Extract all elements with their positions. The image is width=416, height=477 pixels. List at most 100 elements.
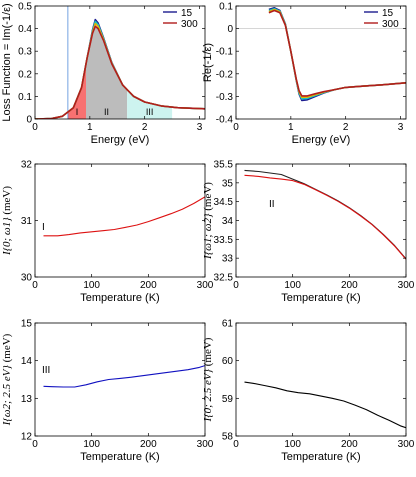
- series-line-1: [244, 169, 406, 260]
- y-tick-label: -0.4: [216, 115, 234, 126]
- y-tick-label: 58: [222, 432, 234, 443]
- panel-annotation: I: [42, 222, 45, 233]
- plot-frame: [235, 322, 407, 437]
- x-tick-label: 100: [284, 280, 301, 291]
- plot-frame: [34, 322, 206, 437]
- x-axis-label: Energy (eV): [292, 134, 351, 146]
- plot-frame: [235, 5, 407, 120]
- chart-p2: 0 100 200 300 32.5 33 33.5 34 34.5 35 35.5 Temperat…: [202, 160, 415, 305]
- legend-label: 15: [181, 8, 193, 19]
- y-tick-label: 33: [222, 254, 234, 265]
- y-tick-label: 31: [21, 216, 33, 227]
- x-axis-label: Temperature (K): [281, 451, 360, 463]
- region-label: III: [146, 107, 154, 117]
- region-3: [127, 89, 173, 119]
- plot-frame: [34, 5, 206, 120]
- y-tick-label: 34.5: [214, 197, 234, 208]
- y-tick-label: 33.5: [214, 235, 234, 246]
- series-line-1: [43, 365, 205, 388]
- chart-p1: 0 100 200 300 30 31 32 Temperature (K) I{0; ω1} …: [1, 160, 214, 305]
- y-tick-label: 12: [21, 432, 33, 443]
- y-axis-unit: (meV): [202, 182, 214, 214]
- y-tick-label: 32.5: [214, 273, 234, 284]
- y-tick-label: 35: [222, 178, 234, 189]
- y-axis-unit: (meV): [1, 186, 13, 218]
- series-line-4: [35, 25, 205, 119]
- y-tick-label: 0: [227, 24, 233, 35]
- x-tick-label: 100: [284, 439, 301, 450]
- y-tick-label: -0.3: [216, 92, 234, 103]
- x-tick-label: 200: [341, 280, 358, 291]
- y-tick-label: 13: [21, 394, 33, 405]
- x-tick-label: 0: [32, 439, 38, 450]
- x-tick-label: 300: [398, 280, 415, 291]
- y-axis-label: I{0; 2.5 eV} (meV): [202, 337, 214, 422]
- chart-re: 0 1 2 3 -0.4 -0.3 -0.2 -0.1 0 0.1 Energy (eV) Re(-1…: [202, 2, 407, 146]
- series-line-4: [268, 9, 406, 97]
- y-tick-label: 35.5: [214, 160, 234, 171]
- legend-label: 15: [382, 8, 394, 19]
- x-tick-label: 3: [398, 122, 404, 133]
- region-label: II: [104, 107, 109, 117]
- x-tick-label: 2: [343, 122, 349, 133]
- x-axis-label: Temperature (K): [80, 292, 159, 304]
- y-axis-label: Loss Function = Im(-1/ε): [1, 3, 13, 121]
- x-tick-label: 200: [140, 280, 157, 291]
- y-tick-label: 15: [21, 319, 33, 330]
- y-axis-label: I{0; ω1} (meV): [1, 186, 13, 256]
- plot-frame: [34, 163, 206, 278]
- x-tick-label: 100: [83, 439, 100, 450]
- x-axis-label: Temperature (K): [281, 292, 360, 304]
- y-tick-label: 0.3: [18, 47, 32, 58]
- plot-frame: [235, 163, 407, 278]
- region-label: I: [76, 107, 79, 117]
- y-tick-label: 30: [21, 273, 33, 284]
- y-tick-label: 0: [26, 115, 32, 126]
- x-tick-label: 0: [32, 280, 38, 291]
- x-tick-label: 0: [233, 122, 239, 133]
- region-2: [86, 27, 128, 119]
- legend-label: 300: [181, 19, 198, 30]
- y-tick-label: 61: [222, 319, 234, 330]
- y-tick-label: 60: [222, 356, 234, 367]
- x-tick-label: 100: [83, 280, 100, 291]
- chart-p3: 0 100 200 300 12 13 14 15 Temperature (K) I{ω2; 2…: [1, 319, 214, 464]
- y-tick-label: 0.4: [18, 24, 32, 35]
- panel-annotation: III: [42, 365, 50, 376]
- x-tick-label: 300: [197, 439, 214, 450]
- legend-label: 300: [382, 19, 399, 30]
- x-axis-label: Temperature (K): [80, 451, 159, 463]
- x-tick-label: 200: [341, 439, 358, 450]
- y-tick-label: 59: [222, 394, 234, 405]
- chart-p4: 0 100 200 300 58 59 60 61 Temperature (K) I{0; 2.…: [202, 319, 415, 464]
- y-tick-label: -0.2: [216, 69, 234, 80]
- y-tick-label: 0.1: [219, 2, 233, 13]
- series-line-1: [43, 196, 205, 237]
- x-tick-label: 3: [197, 122, 203, 133]
- x-tick-label: 2: [142, 122, 148, 133]
- y-axis-unit: (meV): [202, 337, 214, 369]
- region-1: [67, 63, 86, 119]
- y-tick-label: -0.1: [216, 47, 234, 58]
- x-tick-label: 0: [32, 122, 38, 133]
- series-line-2: [244, 174, 406, 260]
- panel-annotation: II: [269, 199, 275, 210]
- y-axis-label: Re(-1/ε): [202, 43, 214, 82]
- x-tick-label: 1: [87, 122, 93, 133]
- series-line-1: [244, 381, 406, 429]
- y-axis-label: I{ω2; 2.5 eV} (meV): [1, 333, 13, 426]
- y-axis-unit: (meV): [1, 333, 13, 365]
- y-tick-label: 32: [21, 160, 33, 171]
- x-tick-label: 0: [233, 439, 239, 450]
- x-tick-label: 1: [288, 122, 294, 133]
- x-axis-label: Energy (eV): [91, 134, 150, 146]
- y-tick-label: 34: [222, 216, 234, 227]
- x-tick-label: 0: [233, 280, 239, 291]
- y-axis-label: I{ω1; ω2} (meV): [202, 182, 214, 260]
- y-tick-label: 14: [21, 356, 33, 367]
- x-tick-label: 300: [398, 439, 415, 450]
- y-tick-label: 0.5: [18, 2, 32, 13]
- y-tick-label: 0.1: [18, 92, 32, 103]
